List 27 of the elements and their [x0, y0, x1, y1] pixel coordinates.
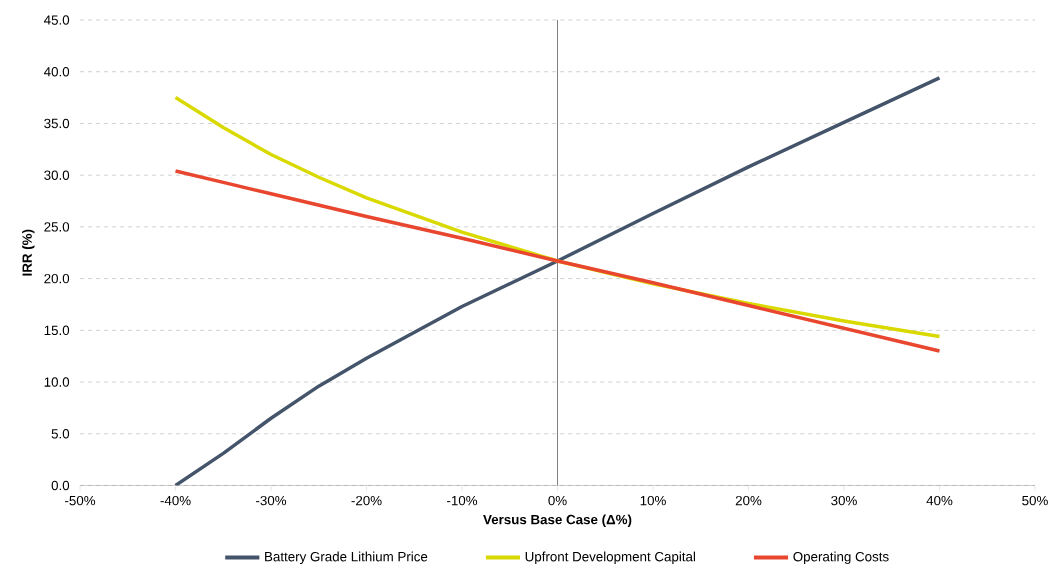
y-tick-label: 25.0 [44, 222, 70, 232]
x-tick-label: -50% [65, 496, 96, 506]
y-tick-label: 5.0 [51, 429, 70, 439]
y-tick-label: 35.0 [44, 118, 70, 129]
x-tick-label: 0% [548, 496, 567, 506]
x-tick-label: 40% [926, 496, 953, 506]
legend-label: Operating Costs [793, 551, 889, 565]
y-tick-label: 15.0 [44, 325, 70, 336]
y-tick-label: 45.0 [43, 15, 70, 25]
x-tick-label: -30% [256, 496, 287, 506]
line-series [173, 76, 942, 486]
x-tick-label: -40% [160, 496, 191, 506]
y-tick-label: 20.0 [44, 274, 70, 284]
x-tick-label: 30% [831, 496, 857, 506]
x-axis-title: Versus Base Case (Δ%) [483, 514, 632, 528]
x-tick-label: 20% [735, 496, 762, 506]
legend-label: Upfront Development Capital [525, 551, 695, 565]
x-tick-label: -20% [351, 496, 382, 506]
y-axis-title: IRR (%) [22, 229, 35, 276]
legend-label: Battery Grade Lithium Price [265, 551, 428, 565]
y-tick-label: 40.0 [43, 67, 70, 77]
x-tick-label: -10% [447, 496, 478, 506]
y-tick-label: 0.0 [51, 481, 70, 491]
y-tick-label: 10.0 [44, 377, 70, 387]
x-tick-label: 10% [640, 496, 666, 506]
x-tick-label: 50% [1022, 496, 1048, 506]
y-tick-label: 30.0 [44, 170, 70, 181]
